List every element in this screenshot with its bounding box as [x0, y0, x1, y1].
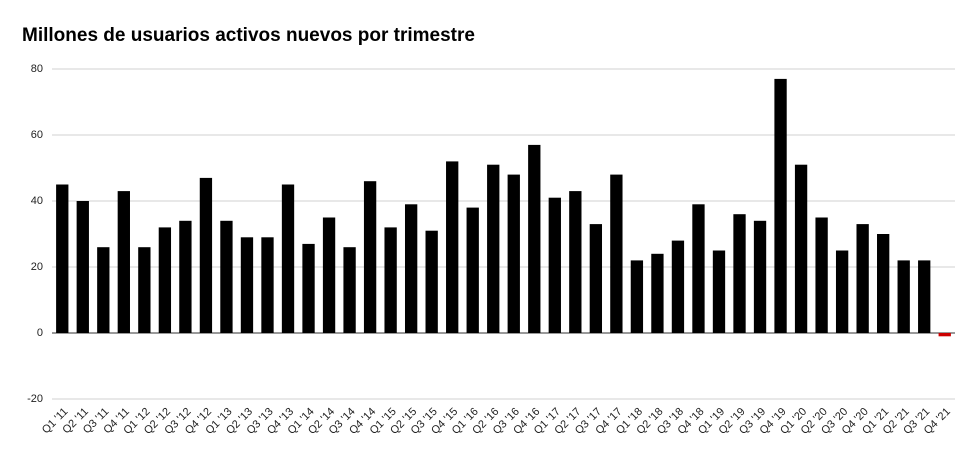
bar [548, 197, 561, 333]
bar [466, 207, 479, 333]
bar [363, 181, 377, 333]
bar [76, 201, 89, 333]
bar [425, 230, 438, 333]
y-tick-label: 80 [31, 63, 43, 75]
bar [117, 191, 130, 333]
bar [938, 333, 951, 337]
y-tick-label: 60 [31, 129, 43, 141]
y-tick-label: -20 [27, 393, 43, 405]
bar [569, 191, 582, 333]
bar [56, 184, 69, 333]
bar [281, 184, 295, 333]
bar [815, 217, 828, 333]
bar [528, 144, 541, 333]
bar [897, 260, 910, 333]
bar [774, 78, 787, 334]
bar [302, 243, 315, 333]
bar [487, 164, 500, 333]
bar [220, 220, 233, 333]
bar [322, 217, 336, 333]
bar [671, 240, 685, 333]
y-tick-label: 40 [31, 195, 43, 207]
bar [199, 177, 213, 333]
bar [630, 260, 644, 333]
bar [446, 161, 459, 333]
bar [692, 204, 705, 333]
bar [589, 224, 603, 333]
bar [158, 227, 172, 333]
bar [856, 224, 869, 333]
bar [507, 174, 520, 333]
bar [753, 220, 767, 333]
bar [835, 250, 849, 333]
y-tick-label: 0 [37, 327, 43, 339]
bar [343, 247, 356, 333]
bar [261, 237, 274, 333]
y-tick-label: 20 [31, 261, 43, 273]
bar [651, 253, 664, 333]
bar [138, 247, 151, 333]
bar [384, 227, 397, 333]
bar [404, 204, 418, 333]
bar [179, 220, 192, 333]
bar [733, 214, 746, 333]
bar [610, 174, 623, 333]
bar [794, 164, 808, 333]
bar [240, 237, 254, 333]
bar [918, 260, 931, 333]
bar [877, 234, 890, 333]
bar [97, 247, 110, 333]
chart-title: Millones de usuarios activos nuevos por … [22, 25, 475, 46]
bar [712, 250, 726, 333]
